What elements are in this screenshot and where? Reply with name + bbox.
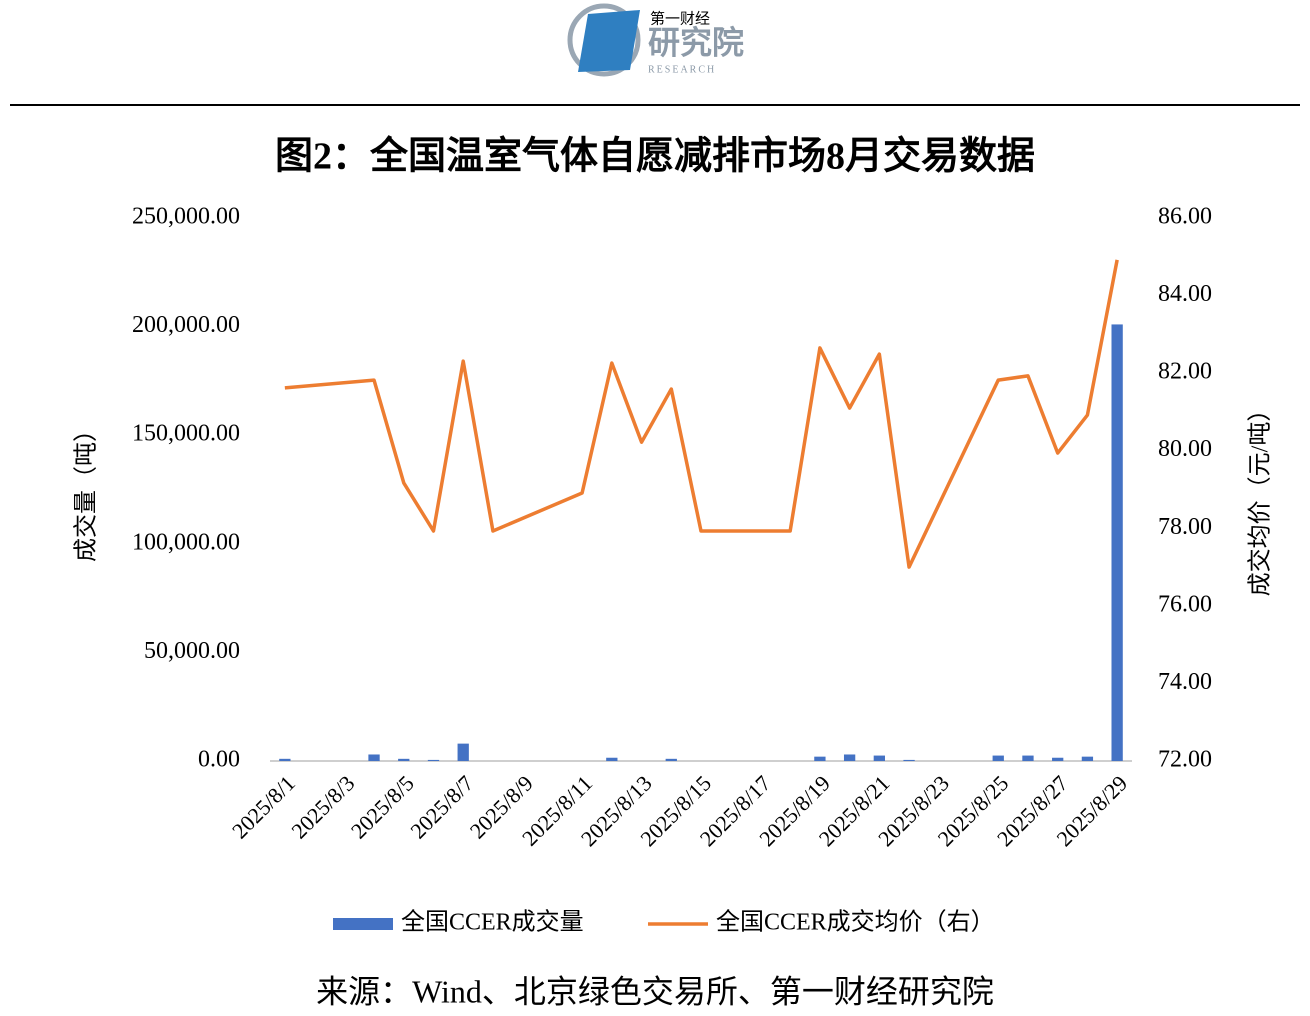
bar (398, 758, 410, 761)
x-tick-label: 2025/8/7 (405, 770, 478, 843)
logo-ring (567, 3, 641, 77)
source-note: 来源：Wind、北京绿色交易所、第一财经研究院 (316, 973, 994, 1009)
y2-tick-label: 86.00 (1158, 204, 1212, 230)
y2-tick-label: 74.00 (1158, 669, 1212, 695)
bar (427, 759, 440, 761)
y2-tick-label: 82.00 (1158, 359, 1212, 385)
chart-title: 图2：全国温室气体自愿减排市场8月交易数据 (275, 135, 1035, 178)
legend-label: 全国CCER成交量 (401, 909, 584, 936)
line (284, 259, 1119, 569)
y-tick-label: 50,000.00 (144, 638, 240, 664)
y-axis-label: 成交量（吨） (73, 418, 100, 562)
y-tick-label: 0.00 (198, 747, 240, 773)
y2-tick-label: 84.00 (1158, 281, 1212, 307)
y2-axis-label: 成交均价（元/吨） (1247, 398, 1274, 597)
logo-name: 研究院 (648, 24, 744, 60)
logo-brand: 第一财经 (650, 9, 710, 27)
y-tick-label: 100,000.00 (132, 529, 240, 555)
x-tick-label: 2025/8/3 (286, 770, 359, 843)
bar (814, 756, 826, 761)
legend-swatch (333, 918, 393, 930)
y2-tick-label: 72.00 (1158, 747, 1212, 773)
bar (1111, 324, 1123, 761)
bar (1022, 755, 1034, 761)
bar (665, 758, 677, 761)
y2-tick-label: 78.00 (1158, 514, 1212, 540)
y-tick-label: 150,000.00 (132, 421, 240, 447)
y2-tick-label: 76.00 (1158, 591, 1212, 617)
legend-label: 全国CCER成交均价（右） (716, 909, 995, 936)
y2-tick-label: 80.00 (1158, 436, 1212, 462)
bar (903, 759, 915, 761)
bar (1052, 757, 1064, 761)
logo-mark (578, 10, 640, 72)
logo-sub: RESEARCH (648, 64, 716, 75)
bar (843, 754, 856, 761)
bar (1081, 756, 1094, 761)
bar (992, 755, 1004, 761)
bar (873, 755, 885, 761)
x-tick-label: 2025/8/5 (346, 770, 419, 843)
bar (457, 743, 469, 761)
x-tick-label: 2025/8/1 (227, 770, 300, 843)
bar (279, 758, 291, 761)
logo: 第一财经 研究院 RESEARCH (567, 3, 744, 77)
y-tick-label: 200,000.00 (132, 312, 240, 338)
bar (606, 757, 618, 761)
bar (368, 754, 380, 761)
y-tick-label: 250,000.00 (132, 204, 240, 230)
